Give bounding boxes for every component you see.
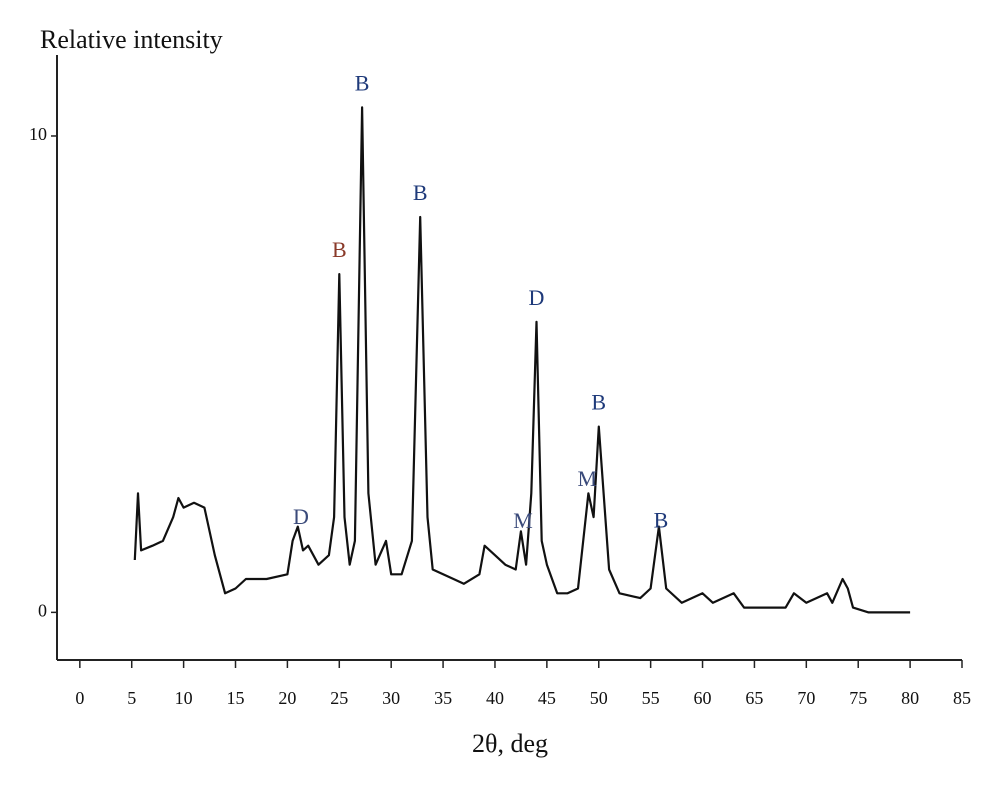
x-tick-label: 40 (486, 688, 504, 708)
peak-label: B (591, 390, 606, 415)
x-axis-label: 2θ, deg (472, 729, 548, 758)
x-tick-label: 85 (953, 688, 971, 708)
x-tick-label: 65 (745, 688, 763, 708)
y-axis-label: Relative intensity (40, 25, 223, 54)
peak-label: B (413, 180, 428, 205)
peak-label: D (529, 285, 545, 310)
x-tick-label: 45 (538, 688, 556, 708)
peak-label: B (355, 70, 370, 95)
x-tick-label: 60 (694, 688, 712, 708)
y-tick-label: 0 (38, 600, 47, 620)
peak-label: D (293, 504, 309, 529)
peak-label: M (513, 508, 533, 533)
peak-label: B (332, 237, 347, 262)
y-tick-label: 10 (29, 124, 47, 144)
x-tick-label: 30 (382, 688, 400, 708)
data-line (133, 106, 911, 614)
x-tick-label: 20 (278, 688, 296, 708)
x-tick-label: 5 (127, 688, 136, 708)
x-tick-label: 0 (75, 688, 84, 708)
x-tick-label: 15 (227, 688, 245, 708)
peak-label: B (654, 507, 669, 532)
x-tick-label: 10 (175, 688, 193, 708)
x-tick-label: 25 (330, 688, 348, 708)
peak-label: M (578, 466, 598, 491)
x-tick-label: 75 (849, 688, 867, 708)
x-tick-label: 80 (901, 688, 919, 708)
x-tick-label: 55 (642, 688, 660, 708)
x-tick-label: 70 (797, 688, 815, 708)
x-tick-label: 35 (434, 688, 452, 708)
x-tick-label: 50 (590, 688, 608, 708)
